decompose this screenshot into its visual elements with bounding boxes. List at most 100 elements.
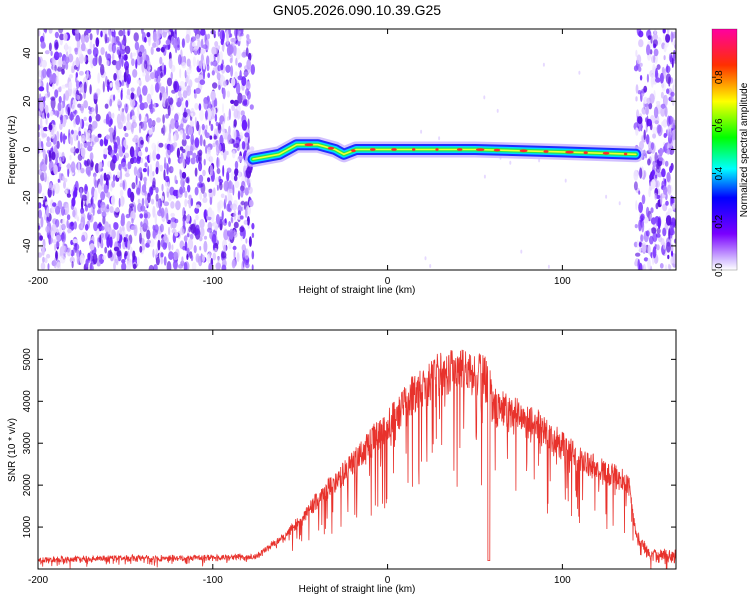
heatmap-noise-cell — [106, 236, 111, 248]
heatmap-noise-cell — [125, 45, 131, 55]
heatmap-noise-cell — [71, 68, 75, 74]
heatmap-noise-cell — [206, 64, 210, 72]
heatmap-noise-cell — [173, 81, 177, 91]
heatmap-noise-cell — [664, 106, 668, 118]
heatmap-noise-cell — [221, 45, 225, 51]
heatmap-noise-cell — [93, 189, 98, 201]
heatmap-noise-cell — [58, 57, 63, 68]
heatmap-noise-cell — [41, 59, 47, 68]
heatmap-noise-cell — [75, 56, 80, 68]
heatmap-noise-cell — [149, 152, 152, 163]
heatmap-noise-cell — [74, 29, 80, 34]
heatmap-noise-cell — [72, 209, 76, 218]
heatmap-noise-cell — [139, 102, 145, 111]
heatmap-noise-cell — [66, 247, 72, 257]
heatmap-noise-cell — [656, 64, 661, 70]
heatmap-noise-cell — [166, 212, 169, 223]
heatmap-noise-cell — [660, 193, 663, 206]
heatmap-noise-cell — [149, 163, 153, 176]
heatmap-noise-cell — [42, 43, 46, 48]
heatmap-noise-cell — [215, 121, 219, 127]
heatmap-noise-cell — [154, 144, 157, 153]
heatmap-noise-cell — [212, 142, 216, 148]
heatmap-noise-cell — [163, 169, 166, 181]
heatmap-noise-cell — [226, 36, 229, 45]
heatmap-noise-cell — [654, 192, 658, 200]
heatmap-noise-cell — [46, 82, 49, 93]
heatmap-noise-cell — [638, 66, 642, 72]
heatmap-noise-cell — [85, 165, 91, 176]
heatmap-noise-cell — [207, 253, 211, 264]
heatmap-cells — [38, 29, 676, 270]
heatmap-noise-cell — [205, 144, 208, 154]
heatmap-noise-cell — [112, 174, 116, 182]
heatmap-noise-cell — [83, 159, 87, 166]
heatmap-noise-cell — [81, 198, 84, 210]
heatmap-x-tick-label: 100 — [554, 276, 571, 287]
heatmap-faint-cell — [605, 194, 608, 199]
heatmap-noise-cell — [120, 108, 125, 120]
heatmap-noise-cell — [237, 62, 242, 68]
heatmap-noise-cell — [114, 207, 120, 213]
colorbar-tick-label: 0.4 — [714, 166, 725, 180]
heatmap-noise-cell — [237, 29, 243, 37]
snr-x-tick-label: 0 — [385, 575, 391, 586]
heatmap-noise-cell — [217, 65, 222, 72]
heatmap-peak-spot — [435, 148, 439, 151]
heatmap-noise-cell — [670, 31, 674, 43]
heatmap-noise-cell — [45, 201, 48, 206]
heatmap-noise-cell — [38, 110, 43, 116]
heatmap-noise-cell — [109, 118, 114, 125]
heatmap-noise-cell — [176, 147, 180, 159]
heatmap-noise-cell — [670, 250, 674, 257]
heatmap-noise-cell — [59, 255, 66, 264]
heatmap-noise-cell — [200, 227, 205, 237]
heatmap-noise-cell — [661, 82, 666, 92]
heatmap-noise-cell — [70, 147, 75, 154]
heatmap-noise-cell — [171, 166, 174, 172]
heatmap-noise-cell — [194, 102, 199, 111]
heatmap-noise-cell — [76, 216, 80, 222]
heatmap-noise-cell — [131, 182, 136, 190]
heatmap-noise-cell — [125, 94, 130, 99]
heatmap-noise-cell — [158, 82, 161, 89]
heatmap-noise-cell — [179, 123, 184, 130]
snr-y-tick-label: 3000 — [22, 432, 33, 455]
heatmap-noise-cell — [124, 132, 129, 138]
heatmap-noise-cell — [659, 263, 664, 269]
heatmap-noise-cell — [141, 184, 147, 193]
heatmap-noise-cell — [68, 46, 72, 54]
heatmap-noise-cell — [668, 264, 672, 270]
heatmap-noise-cell — [231, 37, 237, 42]
heatmap-noise-cell — [251, 232, 255, 238]
heatmap-noise-cell — [671, 196, 675, 206]
heatmap-noise-cell — [70, 129, 74, 135]
heatmap-noise-cell — [213, 46, 218, 55]
heatmap-noise-cell — [174, 113, 179, 122]
heatmap-noise-cell — [647, 158, 651, 166]
heatmap-noise-cell — [248, 52, 252, 62]
heatmap-faint-cell — [483, 95, 486, 100]
heatmap-noise-cell — [217, 45, 221, 50]
heatmap-noise-cell — [203, 240, 208, 253]
heatmap-noise-cell — [91, 125, 95, 131]
heatmap-noise-cell — [77, 140, 81, 152]
heatmap-noise-cell — [635, 84, 639, 94]
heatmap-noise-cell — [106, 79, 110, 85]
heatmap-noise-cell — [198, 103, 202, 111]
heatmap-noise-cell — [251, 250, 255, 260]
heatmap-noise-cell — [241, 119, 248, 131]
heatmap-noise-cell — [48, 233, 51, 245]
heatmap-noise-cell — [175, 179, 178, 185]
heatmap-noise-cell — [84, 35, 90, 43]
heatmap-noise-cell — [58, 157, 62, 168]
heatmap-noise-cell — [194, 167, 198, 177]
heatmap-noise-cell — [89, 33, 93, 41]
heatmap-noise-cell — [174, 29, 177, 35]
heatmap-noise-cell — [203, 139, 206, 147]
heatmap-noise-cell — [650, 217, 657, 225]
snr-x-tick-label: -100 — [203, 575, 223, 586]
heatmap-noise-cell — [216, 156, 219, 169]
heatmap-noise-cell — [248, 236, 252, 247]
heatmap-noise-cell — [165, 44, 171, 50]
